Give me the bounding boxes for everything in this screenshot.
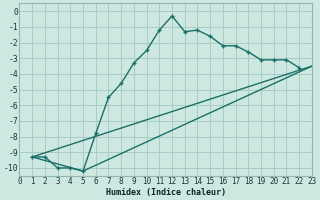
X-axis label: Humidex (Indice chaleur): Humidex (Indice chaleur) (106, 188, 226, 197)
